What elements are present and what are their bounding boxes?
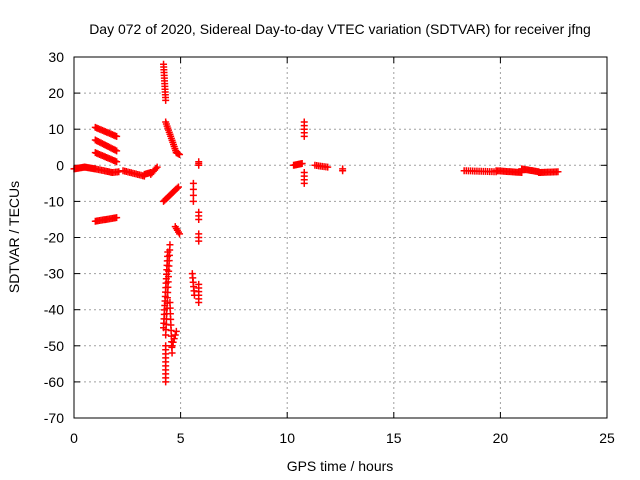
data-point	[170, 335, 178, 343]
data-point	[339, 167, 347, 175]
data-point	[300, 132, 308, 140]
x-tick-label: 25	[599, 430, 615, 446]
data-point	[195, 215, 203, 223]
y-tick-label: -50	[44, 338, 64, 354]
data-point	[554, 168, 562, 176]
data-point	[298, 159, 306, 167]
data-point	[153, 163, 161, 171]
data-point	[195, 298, 203, 306]
data-point	[195, 237, 203, 245]
data-point	[174, 183, 182, 191]
x-tick-label: 15	[386, 430, 402, 446]
data-point	[324, 163, 332, 171]
x-tick-label: 0	[70, 430, 78, 446]
data-point	[152, 165, 160, 173]
plot-area-border	[73, 56, 608, 419]
data-point	[171, 331, 179, 339]
data-point	[113, 158, 121, 166]
data-point	[169, 338, 177, 346]
y-axis-ticks: 30 20 10 0 -10 -20 -30 -40 -50 -60 -70	[44, 49, 607, 426]
y-tick-label: -30	[44, 266, 64, 282]
grid	[74, 57, 607, 418]
data-points	[70, 60, 562, 386]
y-tick-label: -10	[44, 193, 64, 209]
data-point	[300, 179, 308, 187]
data-point	[173, 184, 181, 192]
data-point	[176, 150, 184, 158]
data-point	[113, 132, 121, 140]
data-point	[189, 191, 197, 199]
chart-title: Day 072 of 2020, Sidereal Day-to-day VTE…	[89, 21, 591, 37]
data-point	[162, 378, 170, 386]
data-point	[189, 185, 197, 193]
data-point	[189, 179, 197, 187]
data-point	[113, 147, 121, 155]
y-tick-label: -60	[44, 374, 64, 390]
x-axis-ticks: 0 5 10 15 20 25	[70, 57, 615, 446]
y-tick-label: -70	[44, 410, 64, 426]
x-axis-label: GPS time / hours	[287, 458, 394, 474]
data-point	[195, 161, 203, 169]
data-point	[172, 327, 180, 335]
data-point	[168, 349, 176, 357]
data-point	[168, 342, 176, 350]
y-tick-label: 10	[48, 121, 64, 137]
data-point	[162, 331, 170, 339]
x-tick-label: 5	[177, 430, 185, 446]
data-point	[162, 96, 170, 104]
y-axis-label: SDTVAR / TECUs	[6, 181, 22, 293]
data-point	[176, 230, 184, 238]
y-tick-label: -20	[44, 230, 64, 246]
y-tick-label: 30	[48, 49, 64, 65]
x-tick-label: 20	[493, 430, 509, 446]
data-point	[113, 214, 121, 222]
y-tick-label: 0	[56, 157, 64, 173]
data-point	[115, 168, 123, 176]
y-tick-label: -40	[44, 302, 64, 318]
data-point	[189, 197, 197, 205]
x-tick-label: 10	[279, 430, 295, 446]
y-tick-label: 20	[48, 85, 64, 101]
